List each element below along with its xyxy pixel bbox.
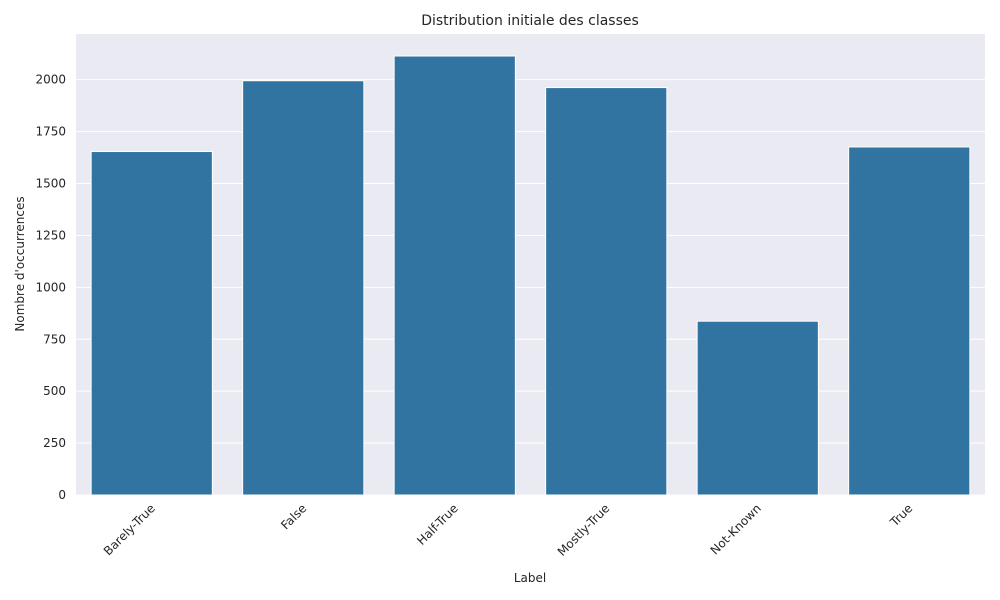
x-axis-ticks: Barely-True False Half-True Mostly-True Not-… xyxy=(101,501,915,559)
bar-half-true xyxy=(393,55,516,496)
bar-false xyxy=(242,80,365,496)
y-tick-label: 0 xyxy=(58,488,66,502)
y-tick-label: 1750 xyxy=(35,125,66,139)
y-tick-label: 1250 xyxy=(35,228,66,242)
bars xyxy=(90,55,971,496)
x-tick-label: False xyxy=(278,501,309,532)
y-tick-label: 750 xyxy=(43,332,66,346)
y-tick-label: 1500 xyxy=(35,177,66,191)
x-axis-label: Label xyxy=(514,571,546,585)
bar-mostly-true xyxy=(545,87,668,496)
y-axis-ticks: 0 250 500 750 1000 1250 1500 1750 2000 xyxy=(35,73,66,502)
bar-barely-true xyxy=(90,151,213,496)
x-tick-label: Barely-True xyxy=(101,501,158,558)
y-axis-label: Nombre d'occurrences xyxy=(13,196,27,331)
gridlines xyxy=(76,79,985,496)
plot-area xyxy=(76,34,985,495)
y-tick-label: 500 xyxy=(43,384,66,398)
y-tick-label: 1000 xyxy=(35,280,66,294)
x-tick-label: True xyxy=(887,501,916,530)
y-tick-label: 2000 xyxy=(35,73,66,87)
y-tick-label: 250 xyxy=(43,436,66,450)
chart-title: Distribution initiale des classes xyxy=(421,13,639,29)
x-tick-label: Half-True xyxy=(414,501,461,548)
x-tick-label: Mostly-True xyxy=(555,501,613,559)
bar-true xyxy=(848,146,971,496)
x-tick-label: Not-Known xyxy=(708,501,764,557)
bar-not-known xyxy=(696,320,819,496)
